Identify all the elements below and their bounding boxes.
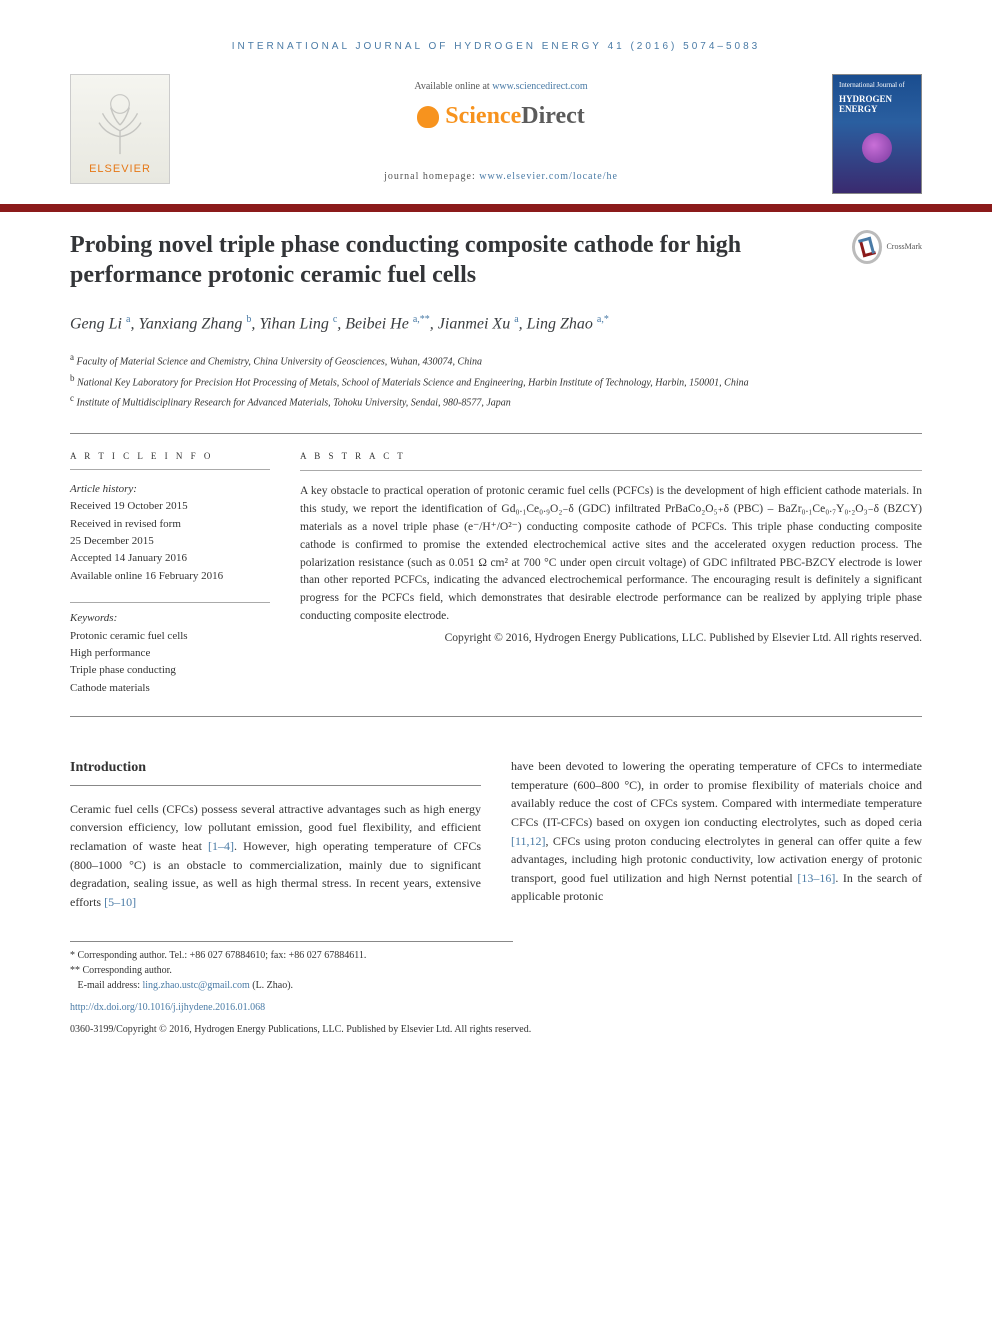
received-date: Received 19 October 2015 — [70, 499, 270, 514]
available-text: Available online at — [414, 81, 492, 92]
affiliation-a: a Faculty of Material Science and Chemis… — [70, 350, 922, 370]
revised-date: 25 December 2015 — [70, 534, 270, 549]
article-title: Probing novel triple phase conducting co… — [70, 230, 837, 290]
running-header: INTERNATIONAL JOURNAL OF HYDROGEN ENERGY… — [70, 40, 922, 54]
corresponding-1: * Corresponding author. Tel.: +86 027 67… — [70, 948, 513, 963]
keywords-block: Keywords: Protonic ceramic fuel cells Hi… — [70, 602, 270, 696]
keyword-2: High performance — [70, 646, 270, 661]
footnotes: * Corresponding author. Tel.: +86 027 67… — [70, 941, 513, 993]
abstract-text: A key obstacle to practical operation of… — [300, 483, 922, 626]
homepage-link[interactable]: www.elsevier.com/locate/he — [479, 171, 618, 182]
keyword-3: Triple phase conducting — [70, 663, 270, 678]
homepage-prefix: journal homepage: — [384, 171, 479, 182]
cite-11-12[interactable]: [11,12] — [511, 834, 546, 848]
cover-small-text: International Journal of — [839, 81, 915, 91]
intro-paragraph: Ceramic fuel cells (CFCs) possess severa… — [70, 800, 481, 912]
intro-heading: Introduction — [70, 757, 481, 786]
journal-cover: International Journal of HYDROGEN ENERGY — [832, 74, 922, 194]
authors: Geng Li a, Yanxiang Zhang b, Yihan Ling … — [70, 312, 922, 336]
column-right: have been devoted to lowering the operat… — [511, 757, 922, 911]
crossmark-icon — [852, 230, 882, 264]
affiliation-c: c Institute of Multidisciplinary Researc… — [70, 391, 922, 411]
header-block: ELSEVIER Available online at www.science… — [70, 74, 922, 194]
keyword-1: Protonic ceramic fuel cells — [70, 629, 270, 644]
crossmark-badge[interactable]: CrossMark — [852, 230, 922, 264]
corresponding-2: ** Corresponding author. — [70, 963, 513, 978]
revised-label: Received in revised form — [70, 517, 270, 532]
doi-line: http://dx.doi.org/10.1016/j.ijhydene.201… — [70, 1001, 922, 1015]
intro-paragraph-cont: have been devoted to lowering the operat… — [511, 757, 922, 906]
cover-graphic-icon — [862, 133, 892, 163]
page-container: INTERNATIONAL JOURNAL OF HYDROGEN ENERGY… — [0, 0, 992, 1067]
body-columns: Introduction Ceramic fuel cells (CFCs) p… — [70, 757, 922, 911]
crossmark-label: CrossMark — [886, 241, 922, 252]
available-online: Available online at www.sciencedirect.co… — [185, 80, 817, 94]
keyword-4: Cathode materials — [70, 681, 270, 696]
sd-bulb-icon — [417, 106, 439, 128]
info-abstract-block: A R T I C L E I N F O Article history: R… — [70, 433, 922, 717]
cover-title: HYDROGEN ENERGY — [839, 95, 915, 115]
sciencedirect-link[interactable]: www.sciencedirect.com — [492, 81, 587, 92]
affiliation-b: b National Key Laboratory for Precision … — [70, 371, 922, 391]
sd-text: ScienceDirect — [445, 100, 585, 134]
cite-1-4[interactable]: [1–4] — [208, 839, 234, 853]
column-left: Introduction Ceramic fuel cells (CFCs) p… — [70, 757, 481, 911]
red-divider — [0, 204, 992, 212]
history-label: Article history: — [70, 482, 270, 497]
elsevier-logo: ELSEVIER — [70, 74, 170, 184]
center-header: Available online at www.sciencedirect.co… — [185, 74, 817, 184]
info-heading: A R T I C L E I N F O — [70, 450, 270, 470]
tree-icon — [85, 90, 155, 160]
title-row: Probing novel triple phase conducting co… — [70, 230, 922, 290]
cite-5-10[interactable]: [5–10] — [104, 895, 136, 909]
email-line: E-mail address: ling.zhao.ustc@gmail.com… — [70, 978, 513, 993]
abstract: A B S T R A C T A key obstacle to practi… — [300, 450, 922, 698]
abstract-heading: A B S T R A C T — [300, 450, 922, 471]
elsevier-text: ELSEVIER — [89, 162, 151, 177]
email-link[interactable]: ling.zhao.ustc@gmail.com — [142, 980, 249, 991]
journal-homepage: journal homepage: www.elsevier.com/locat… — [185, 170, 817, 184]
issn-line: 0360-3199/Copyright © 2016, Hydrogen Ene… — [70, 1023, 922, 1037]
affiliations: a Faculty of Material Science and Chemis… — [70, 350, 922, 411]
keywords-label: Keywords: — [70, 602, 270, 626]
article-info: A R T I C L E I N F O Article history: R… — [70, 450, 270, 698]
online-date: Available online 16 February 2016 — [70, 569, 270, 584]
cite-13-16[interactable]: [13–16] — [797, 871, 835, 885]
sciencedirect-logo: ScienceDirect — [417, 100, 585, 134]
accepted-date: Accepted 14 January 2016 — [70, 551, 270, 566]
abstract-copyright: Copyright © 2016, Hydrogen Energy Public… — [300, 630, 922, 648]
doi-link[interactable]: http://dx.doi.org/10.1016/j.ijhydene.201… — [70, 1002, 265, 1013]
